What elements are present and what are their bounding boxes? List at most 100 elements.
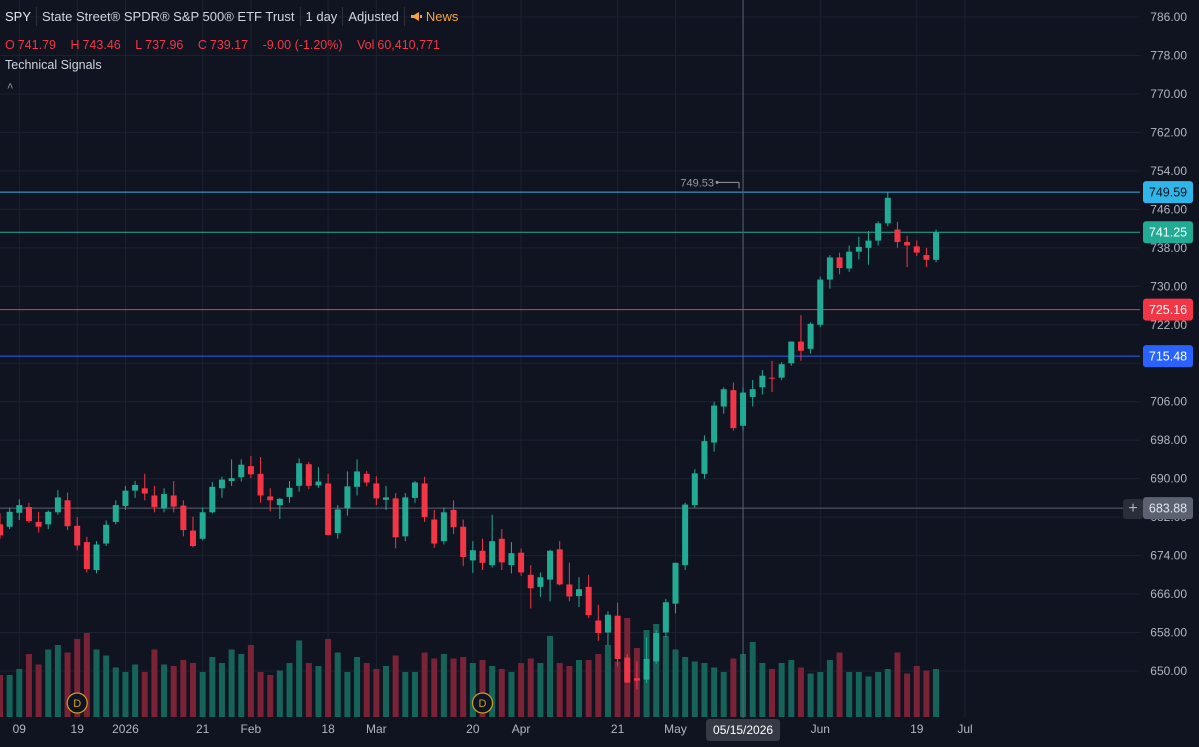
candle[interactable] — [209, 482, 216, 514]
candle[interactable] — [392, 493, 399, 549]
candle[interactable] — [286, 481, 293, 503]
candle[interactable] — [228, 459, 235, 486]
candle[interactable] — [180, 500, 187, 537]
candle[interactable] — [720, 387, 727, 414]
candle[interactable] — [566, 562, 573, 602]
candle[interactable] — [267, 488, 274, 512]
candle[interactable] — [537, 572, 544, 597]
candle[interactable] — [170, 481, 177, 513]
candle[interactable] — [585, 574, 592, 619]
candle[interactable] — [682, 502, 689, 571]
candle[interactable] — [83, 536, 90, 573]
candle[interactable] — [296, 458, 303, 492]
dividend-marker[interactable] — [471, 692, 494, 714]
candle[interactable] — [35, 511, 42, 533]
symbol-name[interactable]: State Street® SPDR® S&P 500® ETF Trust — [37, 6, 301, 26]
candle[interactable] — [0, 513, 3, 539]
candle[interactable] — [344, 471, 351, 516]
symbol-ticker[interactable]: SPY — [0, 6, 38, 26]
candle[interactable] — [749, 380, 756, 407]
candle[interactable] — [875, 221, 882, 246]
candle[interactable] — [276, 497, 283, 520]
candle[interactable] — [855, 236, 862, 260]
candle[interactable] — [354, 459, 361, 496]
candle[interactable] — [54, 490, 61, 515]
candle[interactable] — [460, 519, 467, 567]
candle[interactable] — [132, 481, 139, 498]
candle[interactable] — [383, 485, 389, 510]
collapse-caret-icon[interactable]: ˄ — [7, 81, 14, 93]
candle[interactable] — [653, 630, 660, 664]
candle[interactable] — [363, 470, 370, 487]
price-line-label-box[interactable] — [1143, 298, 1193, 321]
candle[interactable] — [373, 476, 380, 506]
candle[interactable] — [479, 538, 486, 571]
candle[interactable] — [257, 457, 264, 503]
candle[interactable] — [498, 529, 505, 571]
candle[interactable] — [518, 548, 525, 576]
candle[interactable] — [411, 481, 418, 503]
dividend-marker[interactable] — [66, 692, 88, 714]
candle[interactable] — [701, 435, 708, 479]
candle[interactable] — [826, 255, 833, 289]
candle[interactable] — [440, 507, 447, 545]
candle[interactable] — [836, 252, 843, 275]
candle[interactable] — [556, 541, 563, 586]
candle[interactable] — [788, 341, 795, 366]
candle[interactable] — [315, 467, 322, 488]
candle[interactable] — [122, 485, 129, 510]
candle[interactable] — [64, 492, 71, 531]
candle[interactable] — [199, 507, 206, 541]
candle[interactable] — [334, 505, 341, 539]
candle[interactable] — [112, 500, 119, 525]
candle[interactable] — [662, 598, 669, 638]
candle[interactable] — [894, 221, 901, 248]
candle[interactable] — [547, 549, 554, 602]
adjustment-label[interactable]: Adjusted — [343, 6, 405, 26]
candle[interactable] — [161, 488, 168, 513]
candle[interactable] — [769, 360, 775, 393]
candle[interactable] — [797, 315, 804, 361]
candle[interactable] — [325, 473, 332, 536]
candle[interactable] — [103, 520, 110, 546]
candle[interactable] — [691, 469, 698, 508]
candle[interactable] — [218, 476, 225, 498]
candle[interactable] — [759, 369, 766, 395]
candle[interactable] — [778, 362, 785, 381]
horizontal-lines[interactable] — [0, 191, 1140, 509]
candle[interactable] — [913, 240, 920, 256]
candle[interactable] — [508, 542, 515, 574]
time-axis[interactable]: 09 19 2026 21 Feb 18 Mar 20 Apr 21 May Jun 19 Jul 05/1… — [13, 719, 973, 741]
candle[interactable] — [904, 235, 911, 268]
price-line-label-box[interactable] — [1143, 345, 1193, 368]
candle[interactable] — [527, 565, 534, 609]
candle[interactable] — [865, 230, 872, 265]
candle[interactable] — [730, 382, 737, 431]
price-line-label-box[interactable] — [1143, 221, 1193, 244]
candle[interactable] — [305, 461, 312, 490]
candle[interactable] — [604, 611, 611, 646]
candle[interactable] — [74, 517, 81, 551]
candle[interactable] — [450, 500, 457, 534]
candle[interactable] — [93, 541, 100, 574]
candle[interactable] — [846, 245, 853, 272]
candle[interactable] — [711, 401, 718, 452]
candle[interactable] — [45, 510, 52, 530]
candle[interactable] — [633, 661, 640, 690]
candle[interactable] — [643, 637, 650, 684]
news-button[interactable]: News — [405, 7, 464, 26]
candle[interactable] — [431, 509, 438, 548]
candle[interactable] — [421, 476, 428, 522]
interval-label[interactable]: 1 day — [301, 6, 344, 26]
add-alert-plus-icon[interactable]: + — [1123, 499, 1143, 519]
price-axis[interactable]: 786.00 778.00 770.00 762.00 754.00 746.00 738.… — [1143, 10, 1193, 678]
indicator-label[interactable]: Technical Signals — [5, 58, 102, 72]
candle[interactable] — [25, 502, 32, 523]
candle[interactable] — [489, 514, 496, 568]
candle[interactable] — [247, 456, 254, 479]
price-line-label-box[interactable] — [1143, 181, 1193, 204]
candlesticks[interactable] — [0, 192, 940, 690]
candle[interactable] — [624, 654, 631, 684]
candle[interactable] — [740, 387, 747, 431]
